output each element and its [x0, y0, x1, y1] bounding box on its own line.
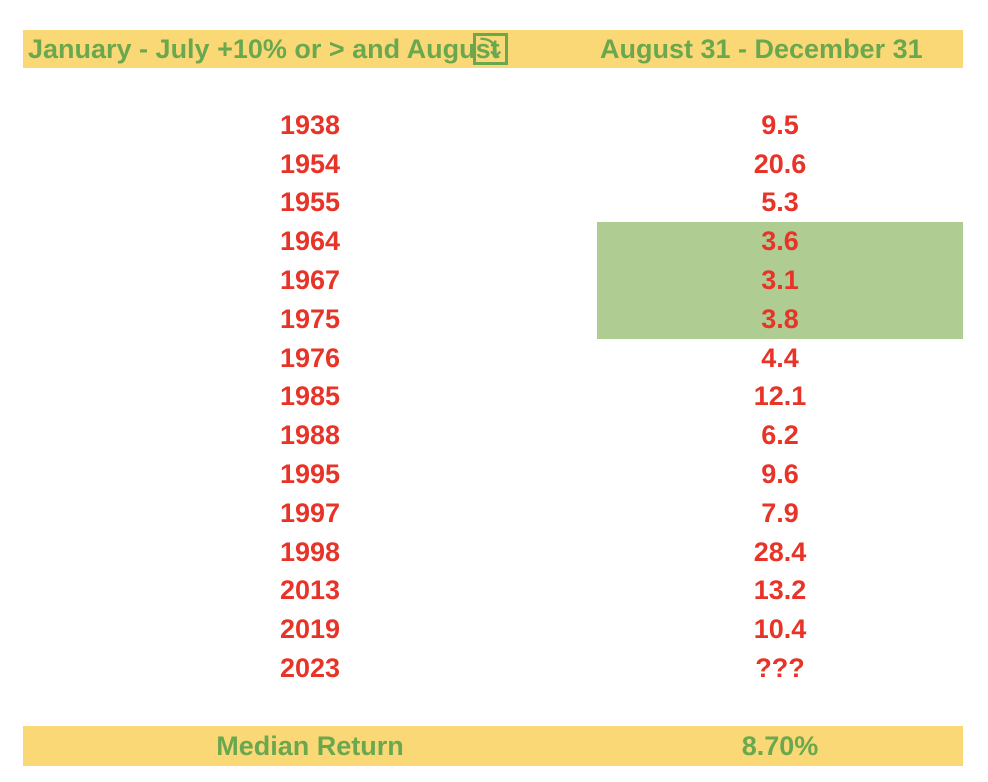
- table-row: 1995 9.6: [23, 455, 963, 494]
- footer-bar: Median Return 8.70%: [23, 726, 963, 766]
- table-row: 2013 13.2: [23, 572, 963, 611]
- value-cell: 9.6: [761, 459, 799, 490]
- year-cell: 1954: [279, 148, 341, 179]
- corner-down-arrow-glyph: ⤵: [480, 37, 501, 61]
- year-cell: 1997: [279, 497, 341, 528]
- table-row: 2019 10.4: [23, 610, 963, 649]
- median-return-label: Median Return: [216, 731, 404, 761]
- value-cell: 3.6: [597, 222, 963, 262]
- year-cell: 2013: [279, 575, 341, 606]
- year-cell: 1938: [279, 109, 341, 140]
- corner-down-arrow-icon: ⤵: [473, 33, 508, 65]
- header-left-label: January - July +10% or > and August: [28, 34, 500, 64]
- year-cell: 1998: [279, 536, 341, 567]
- year-cell: 2023: [279, 653, 341, 684]
- table-row: 1988 6.2: [23, 416, 963, 455]
- table-row: 1955 5.3: [23, 184, 963, 223]
- value-cell: 7.9: [761, 497, 799, 528]
- table-row: 1964 3.6: [23, 222, 963, 262]
- table-row: 1998 28.4: [23, 533, 963, 572]
- value-cell: 5.3: [761, 187, 799, 218]
- value-cell: 20.6: [753, 148, 807, 179]
- header-bar: January - July +10% or > and August ⤵ Au…: [23, 30, 963, 68]
- value-cell: 6.2: [761, 420, 799, 451]
- value-cell: 3.8: [597, 299, 963, 339]
- year-cell: 1985: [279, 381, 341, 412]
- year-cell: 1964: [279, 226, 341, 257]
- table-row: 1976 4.4: [23, 339, 963, 378]
- year-cell: 1995: [279, 459, 341, 490]
- value-cell: 12.1: [753, 381, 807, 412]
- value-cell: ???: [755, 653, 805, 684]
- table-row: 1954 20.6: [23, 145, 963, 184]
- table-row: 1938 9.5: [23, 106, 963, 145]
- returns-table: 1938 9.5 1954 20.6 1955 5.3 1964 3.6 196…: [23, 106, 963, 688]
- value-cell: 28.4: [753, 536, 807, 567]
- year-cell: 1967: [279, 265, 341, 296]
- table-row: 1967 3.1: [23, 261, 963, 300]
- value-cell: 4.4: [761, 342, 799, 373]
- table-row: 2023 ???: [23, 649, 963, 688]
- year-cell: 1975: [279, 303, 341, 334]
- header-right-label: August 31 - December 31: [600, 34, 923, 64]
- value-cell: 3.1: [597, 261, 963, 300]
- table-row: 1985 12.1: [23, 378, 963, 417]
- value-cell: 9.5: [761, 109, 799, 140]
- year-cell: 1955: [279, 187, 341, 218]
- value-cell: 13.2: [753, 575, 807, 606]
- year-cell: 2019: [279, 614, 341, 645]
- table-row: 1997 7.9: [23, 494, 963, 533]
- table-row: 1975 3.8: [23, 299, 963, 339]
- year-cell: 1988: [279, 420, 341, 451]
- median-return-value: 8.70%: [741, 731, 819, 761]
- year-cell: 1976: [279, 342, 341, 373]
- value-cell: 10.4: [753, 614, 807, 645]
